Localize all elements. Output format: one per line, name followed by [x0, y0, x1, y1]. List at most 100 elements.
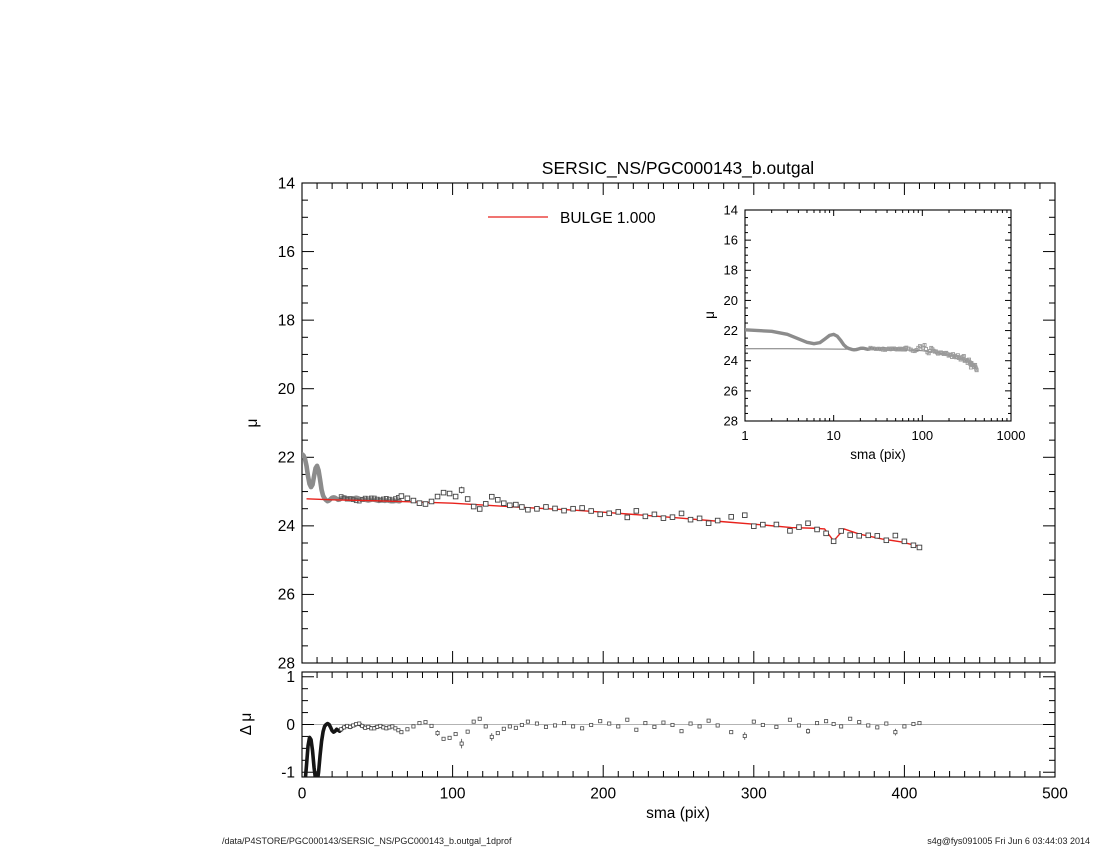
data-point-square [697, 724, 702, 729]
data-point-square [465, 729, 470, 734]
data-point-square [830, 538, 837, 545]
data-point-square [624, 514, 631, 521]
y-tick-label: 24 [278, 518, 296, 535]
data-point-square [742, 512, 748, 518]
data-point-square [429, 723, 434, 728]
x-tick-label: 10 [826, 428, 840, 443]
data-point-square [476, 506, 483, 512]
data-point-square [678, 510, 685, 517]
data-point-square [410, 497, 417, 504]
plot-title: SERSIC_NS/PGC000143_b.outgal [542, 158, 814, 179]
data-point-square [589, 722, 594, 727]
data-point-square [435, 731, 440, 736]
data-point-square [838, 528, 844, 534]
data-point-square [534, 721, 539, 726]
data-point-square [652, 724, 657, 729]
x-tick-label: 300 [741, 786, 767, 803]
data-point-square [688, 721, 693, 726]
data-point-square [452, 493, 459, 500]
inset-plot: 14 16 18 20 22 24 26 281 10 100 1000 [724, 202, 1026, 443]
data-point-square [901, 538, 908, 545]
inset-axes: 14 16 18 20 22 24 26 281 10 100 1000 [724, 202, 1026, 443]
data-point-square [642, 513, 649, 520]
data-point-square [961, 354, 966, 358]
data-point-square [883, 537, 890, 544]
data-point-square [814, 526, 820, 533]
data-point-square [824, 719, 829, 724]
footer-user-timestamp: s4g@fys091005 Fri Jun 6 03:44:03 2014 [927, 836, 1090, 846]
data-point-square [904, 345, 909, 350]
data-point-square [501, 726, 506, 731]
main-frame [301, 182, 1056, 664]
data-point-square [773, 521, 780, 528]
data-point-square [371, 495, 377, 501]
data-point-square [881, 347, 885, 352]
y-tick-label: 20 [278, 381, 296, 398]
data-point-square [815, 721, 820, 726]
data-point-square [669, 514, 676, 520]
data-point-square [902, 724, 907, 729]
y-tick-label: 16 [724, 233, 738, 248]
data-point-square [404, 495, 411, 502]
data-point-square [751, 523, 757, 529]
x-tick-label: 100 [440, 786, 466, 803]
data-point-square [751, 719, 756, 724]
y-tick-label: 18 [724, 263, 738, 278]
data-point-square [787, 528, 793, 534]
inset-series [745, 328, 979, 373]
data-point-square [534, 506, 540, 512]
data-point-square [495, 731, 500, 736]
data-point-square [805, 520, 811, 527]
data-point-square [495, 497, 501, 503]
data-point-square [519, 722, 524, 727]
data-point-square [447, 735, 452, 740]
data-point-square [922, 343, 927, 347]
data-point-square [760, 722, 765, 727]
data-point-square [377, 497, 383, 503]
inset-sma-axis-label: sma (pix) [850, 447, 906, 462]
data-point-square [483, 724, 488, 729]
data-point-square [875, 725, 880, 730]
data-point-square [866, 723, 871, 728]
data-point-square [616, 724, 621, 729]
data-point-square [507, 502, 513, 509]
data-point-square [911, 722, 916, 727]
data-point-square [974, 368, 979, 373]
data-point-square [598, 719, 603, 724]
main-series [302, 452, 923, 551]
data-point-square [580, 726, 585, 731]
data-point-square [857, 720, 862, 725]
data-point-square [876, 346, 881, 351]
data-point-square [561, 507, 567, 514]
residual-series [303, 716, 922, 777]
data-point-square [464, 496, 471, 502]
y-tick-label: 14 [278, 175, 296, 192]
data-point-square [507, 724, 512, 729]
data-point-square [742, 733, 747, 738]
data-point-square [482, 501, 489, 507]
data-point-square [884, 721, 889, 726]
data-point-square [571, 724, 576, 729]
data-point-square [344, 496, 350, 502]
main-plot: 14 16 18 20 22 24 26 28 [278, 175, 1056, 672]
y-tick-label: 24 [724, 353, 738, 368]
y-tick-label: 26 [278, 587, 295, 604]
data-point-square [399, 730, 404, 735]
mu-axis-label: μ [244, 419, 261, 428]
data-point-square [643, 721, 648, 726]
data-point-square [715, 723, 720, 728]
data-point-square [368, 495, 374, 501]
data-point-square [874, 533, 881, 539]
data-point-square [441, 736, 446, 741]
data-point-square [338, 494, 344, 499]
data-point-square [489, 493, 495, 500]
data-point-square [917, 721, 922, 726]
data-point-square [513, 725, 518, 730]
y-tick-label: 26 [724, 383, 738, 398]
data-point-square [892, 532, 899, 539]
data-point-square [543, 504, 549, 510]
data-point-square [848, 716, 853, 721]
